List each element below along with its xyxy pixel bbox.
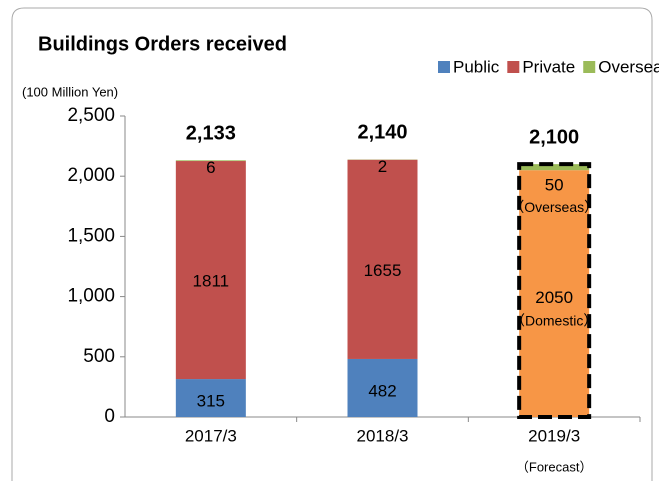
- forecast-label: （Forecast）: [516, 459, 593, 474]
- legend-label: Private: [522, 57, 575, 76]
- y-tick-label: 2,500: [67, 105, 115, 126]
- total-label: 2,100: [529, 126, 579, 148]
- annotation: （Overseas）: [510, 199, 598, 215]
- y-tick-label: 1,500: [67, 225, 115, 246]
- legend-label: Overseas: [598, 57, 659, 76]
- x-tick-label: 2017/3: [185, 426, 237, 445]
- x-tick-label: 2018/3: [357, 426, 409, 445]
- bar-segment: [347, 159, 418, 359]
- data-label: 2050: [535, 288, 573, 307]
- y-tick-label: 2,000: [67, 165, 115, 186]
- total-label: 2,140: [357, 122, 407, 144]
- data-label: 1811: [193, 272, 230, 291]
- data-label: 6: [206, 158, 215, 177]
- total-label: 2,133: [186, 122, 236, 144]
- bar-segment: [347, 358, 418, 417]
- y-tick-label: 0: [104, 406, 115, 427]
- bar-segment: [175, 379, 246, 417]
- bar-segment: [175, 160, 246, 162]
- legend-label: Public: [453, 57, 500, 76]
- x-tick-label: 2019/3: [528, 426, 580, 445]
- data-label: 2: [378, 157, 387, 176]
- data-label: 1655: [364, 261, 402, 280]
- bar-segment: [519, 170, 590, 417]
- bar-segment: [175, 161, 246, 380]
- series-label: （Domestic）: [511, 312, 597, 328]
- bar-segment: [519, 164, 590, 171]
- legend-swatch: [438, 61, 450, 73]
- frame: [11, 7, 653, 481]
- y-tick-label: 500: [83, 346, 115, 367]
- data-label: 482: [368, 381, 396, 400]
- y-tick-label: 1,000: [67, 286, 115, 307]
- legend-swatch: [507, 61, 520, 73]
- y-axis-label: (100 Million Yen): [22, 84, 118, 99]
- legend-swatch: [583, 61, 596, 73]
- data-label: 50: [545, 176, 564, 195]
- chart-title: Buildings Orders received: [38, 33, 287, 55]
- data-label: 315: [197, 392, 225, 411]
